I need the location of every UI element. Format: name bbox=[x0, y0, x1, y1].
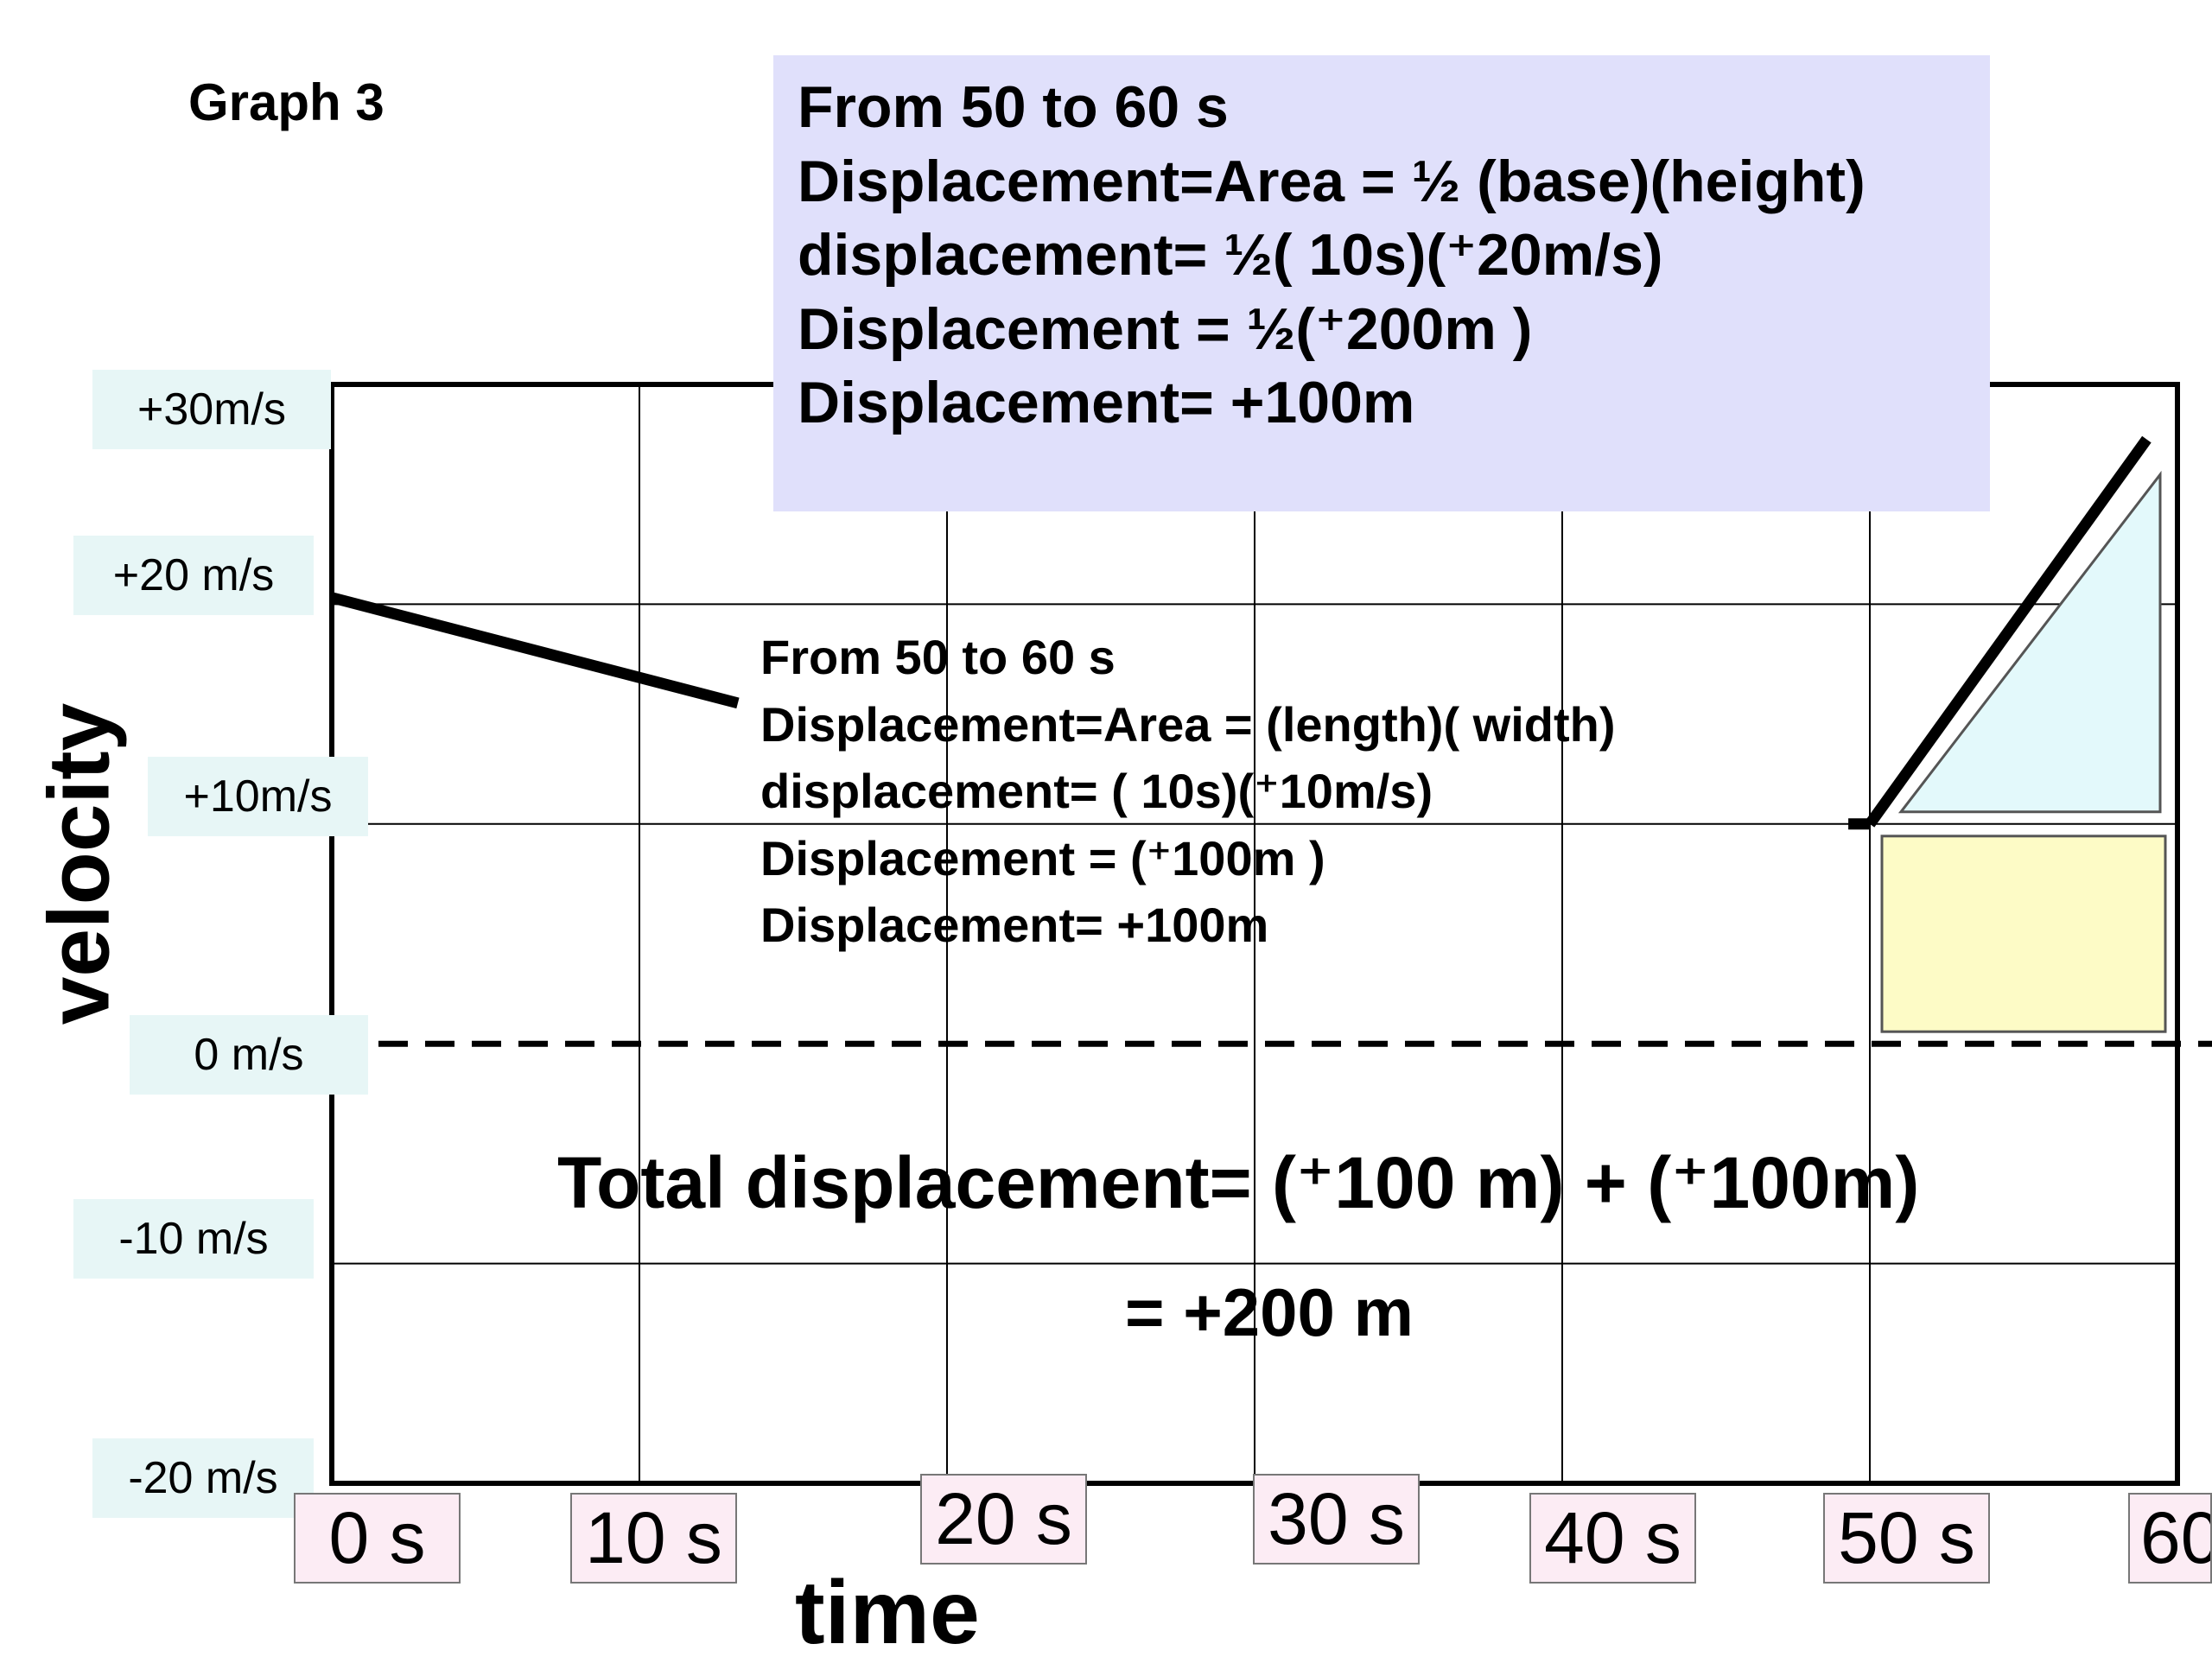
rectangle-area-note: From 50 to 60 s Displacement=Area = (leng… bbox=[760, 624, 1616, 959]
triangle-note-line: Displacement=Area = ½ (base)(height) bbox=[798, 148, 1866, 214]
grid-lines bbox=[332, 384, 2212, 1483]
triangle-note-line: Displacement= +100m bbox=[798, 370, 1415, 435]
x-tick-label: 50 s bbox=[1823, 1493, 1990, 1584]
triangle-area-region bbox=[1897, 470, 2162, 814]
triangle-note-line: From 50 to 60 s bbox=[798, 74, 1229, 140]
y-tick-label: 0 m/s bbox=[130, 1015, 368, 1095]
x-tick-label: 20 s bbox=[920, 1474, 1087, 1565]
rectangle-area-region bbox=[1880, 835, 2167, 1033]
x-tick-label: 0 s bbox=[294, 1493, 461, 1584]
velocity-segment-1 bbox=[330, 592, 740, 709]
x-axis-title: time bbox=[795, 1563, 980, 1663]
rectangle-note-line: displacement= ( 10s)(⁺10m/s) bbox=[760, 764, 1433, 818]
x-tick-label: 40 s bbox=[1529, 1493, 1696, 1584]
shaded-regions bbox=[1880, 470, 2167, 1033]
rectangle-note-line: From 50 to 60 s bbox=[760, 630, 1116, 684]
velocity-segment-3 bbox=[1865, 435, 2152, 828]
triangle-note-line: displacement= ½( 10s)(⁺20m/s) bbox=[798, 222, 1663, 288]
rectangle-note-line: Displacement = (⁺100m ) bbox=[760, 830, 1325, 885]
rectangle-note-line: Displacement= +100m bbox=[760, 898, 1269, 952]
x-tick-label: 60 s bbox=[2128, 1493, 2212, 1584]
triangle-note-line: Displacement = ½(⁺200m ) bbox=[798, 295, 1533, 362]
velocity-series bbox=[330, 435, 2152, 830]
triangle-area-note: From 50 to 60 s Displacement=Area = ½ (ba… bbox=[773, 55, 1990, 511]
x-tick-label: 10 s bbox=[570, 1493, 737, 1584]
y-tick-label: +20 m/s bbox=[73, 536, 314, 615]
rectangle-note-line: Displacement=Area = (length)( width) bbox=[760, 696, 1616, 752]
total-displacement-result: = +200 m bbox=[1125, 1274, 1414, 1350]
y-axis-title: velocity bbox=[30, 702, 128, 1025]
slide-title: Graph 3 bbox=[188, 73, 385, 131]
x-tick-label: 30 s bbox=[1253, 1474, 1420, 1565]
y-tick-label: +10m/s bbox=[148, 757, 368, 836]
total-displacement-line: Total displacement= (⁺100 m) + (⁺100m) bbox=[557, 1142, 1920, 1223]
y-tick-label: -20 m/s bbox=[92, 1438, 314, 1518]
y-tick-label: -10 m/s bbox=[73, 1199, 314, 1279]
y-tick-label: +30m/s bbox=[92, 370, 331, 449]
